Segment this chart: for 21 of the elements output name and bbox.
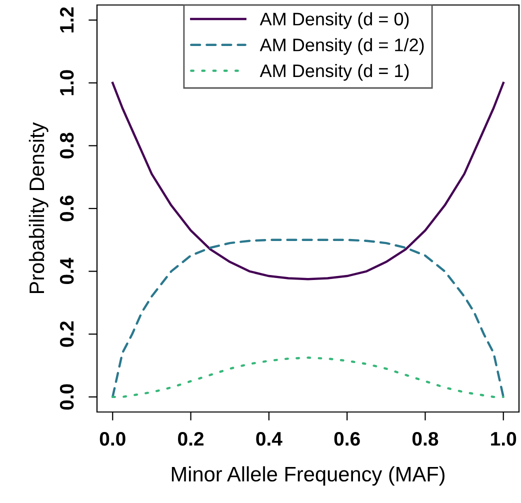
legend-label: AM Density (d = 0) <box>260 12 409 30</box>
y-tick-label: 0.4 <box>60 258 74 284</box>
x-tick-label: 0.2 <box>178 432 204 446</box>
y-tick-label: 0.0 <box>60 384 74 410</box>
y-tick-label: 0.2 <box>60 321 74 347</box>
y-tick-label: 1.0 <box>60 70 74 96</box>
y-tick-label: 1.2 <box>60 7 74 32</box>
legend-label: AM Density (d = 1) <box>260 64 409 81</box>
line-series <box>112 356 504 398</box>
line-series <box>112 238 504 398</box>
legend-label: AM Density (d = 1/2) <box>260 38 424 55</box>
y-tick-label: 0.6 <box>60 196 74 222</box>
y-tick-label: 0.8 <box>60 132 74 158</box>
x-tick-label: 0.6 <box>334 432 360 446</box>
x-tick-label: 0.4 <box>256 432 282 446</box>
x-tick-label: 0.0 <box>100 432 126 446</box>
line-series <box>112 82 504 280</box>
x-axis-title: Minor Allele Frequency (MAF) <box>172 466 444 486</box>
x-tick-label: 1.0 <box>491 432 516 446</box>
y-axis-title: Probability Density <box>28 122 48 294</box>
x-tick-label: 0.8 <box>412 432 438 446</box>
